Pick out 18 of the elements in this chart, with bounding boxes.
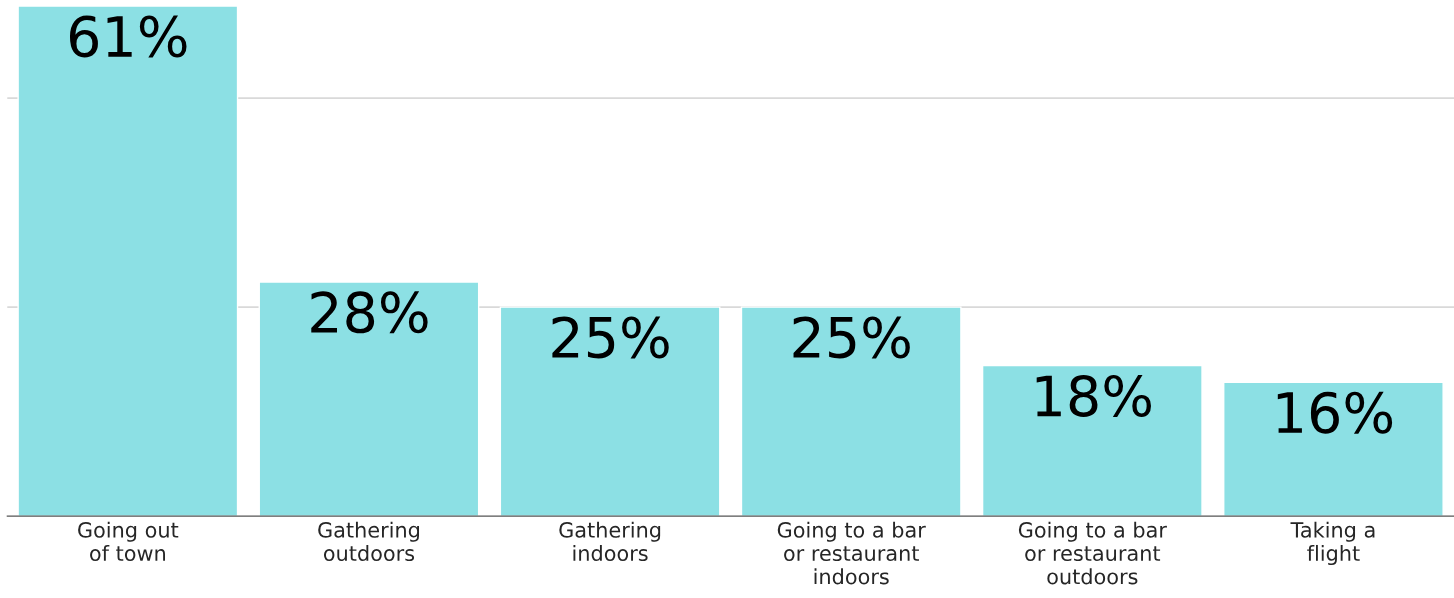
bar [258,281,480,517]
data-label: 25% [793,316,910,359]
data-label: 28% [311,291,428,334]
data-label: 18% [1036,374,1151,417]
data-label: 25% [552,316,669,359]
x-tick-label: Going to a bar or restaurant outdoors [1018,521,1167,585]
x-tick-label: Going to a bar or restaurant indoors [777,521,926,585]
bar [499,306,721,517]
data-label: 16% [1277,391,1393,434]
x-tick-label: Going out of town [78,521,179,562]
bar [17,5,239,517]
x-tick-label: Gathering indoors [559,521,661,562]
bar [981,364,1203,517]
x-tick-label: Gathering outdoors [318,521,419,562]
bar [740,306,962,517]
data-label: 61% [69,15,187,58]
x-tick-label: Taking a flight [1290,521,1375,566]
bar [1223,381,1444,517]
